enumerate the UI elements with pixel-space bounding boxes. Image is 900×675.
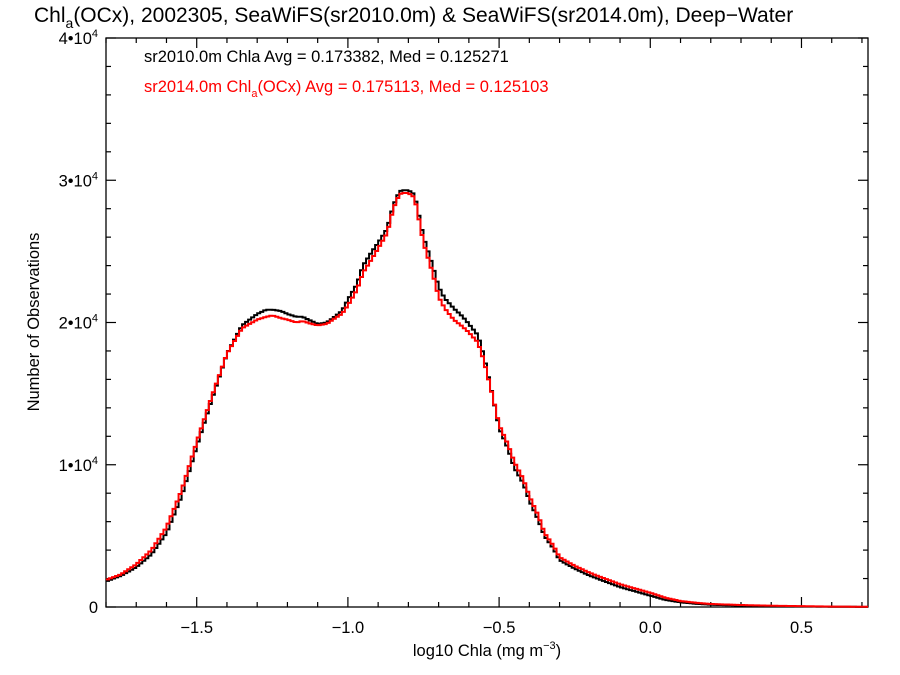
chart-title-subscript: a xyxy=(66,15,74,31)
series-2-histogram-line xyxy=(106,192,868,608)
y-tick-label-superscript: 4 xyxy=(92,28,98,40)
series-1-histogram-line xyxy=(106,189,868,608)
x-axis-label-main: log10 Chla (mg m xyxy=(413,642,543,660)
chart-title-rest: (OCx), 2002305, SeaWiFS(sr2010.0m) & Sea… xyxy=(73,4,793,27)
plot-series xyxy=(106,189,868,608)
y-tick-label: 4•104 xyxy=(59,28,98,48)
x-tick-label: −1.5 xyxy=(180,619,213,637)
x-tick-label: 0.0 xyxy=(639,619,662,637)
x-axis-label-superscript: −3 xyxy=(543,640,556,652)
x-axis-label-rest: ) xyxy=(556,642,562,660)
y-tick-label-superscript: 4 xyxy=(92,313,98,325)
legend-entry-series-2-main: sr2014.0m Chl xyxy=(144,78,251,96)
chart-title: Chla(OCx), 2002305, SeaWiFS(sr2010.0m) &… xyxy=(34,4,793,31)
x-tick-label: −0.5 xyxy=(483,619,516,637)
chart-title-main: Chl xyxy=(34,4,66,27)
y-axis-label: Number of Observations xyxy=(25,233,43,412)
legend-entry-series-2-rest: (OCx) Avg = 0.175113, Med = 0.125103 xyxy=(257,78,548,96)
x-tick-label: −1.0 xyxy=(332,619,365,637)
y-tick-label-superscript: 4 xyxy=(92,170,98,182)
y-tick-label-superscript: 4 xyxy=(92,455,98,467)
y-tick-label: 0 xyxy=(89,599,98,617)
x-axis-label: log10 Chla (mg m−3) xyxy=(413,640,561,660)
y-tick-label-main: 4•10 xyxy=(59,30,92,48)
y-tick-label-main: 2•10 xyxy=(59,315,92,333)
legend-entry-series-2-subscript: a xyxy=(251,88,258,100)
legend-entry-series-1: sr2010.0m Chla Avg = 0.173382, Med = 0.1… xyxy=(144,48,509,66)
y-tick-label: 1•104 xyxy=(59,455,98,475)
x-tick-label: 0.5 xyxy=(790,619,813,637)
legend: sr2010.0m Chla Avg = 0.173382, Med = 0.1… xyxy=(144,48,549,100)
y-tick-label: 3•104 xyxy=(59,170,98,190)
plot-frame xyxy=(105,37,869,608)
y-tick-label-main: 3•10 xyxy=(59,172,92,190)
legend-entry-series-1-main: sr2010.0m Chla Avg = 0.173382, Med = 0.1… xyxy=(144,48,509,66)
legend-entry-series-2: sr2014.0m Chla(OCx) Avg = 0.175113, Med … xyxy=(144,78,549,100)
y-tick-label-main: 0 xyxy=(89,599,98,617)
y-tick-label: 2•104 xyxy=(59,313,98,333)
y-tick-label-main: 1•10 xyxy=(59,457,92,475)
